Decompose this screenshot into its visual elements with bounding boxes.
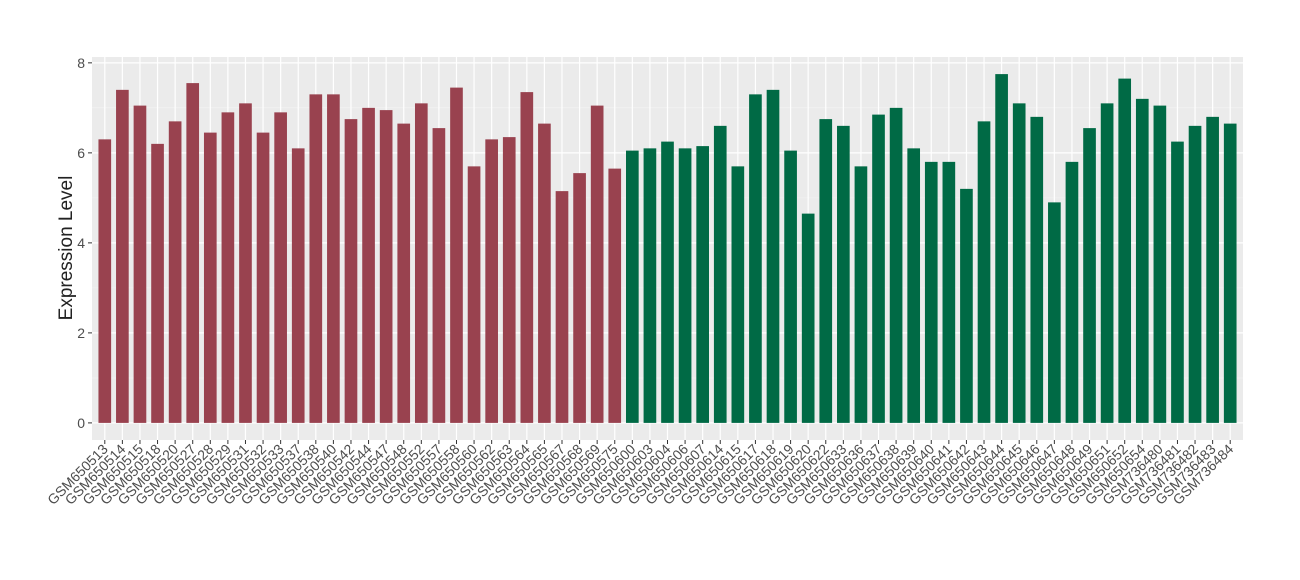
bar <box>274 112 287 423</box>
bar <box>766 89 780 423</box>
bar <box>1083 128 1096 423</box>
bar <box>977 121 991 423</box>
bar <box>819 119 833 423</box>
bar <box>1171 141 1184 423</box>
bar <box>626 150 639 423</box>
bar <box>784 150 797 423</box>
bar <box>502 137 516 423</box>
bar <box>995 74 1008 423</box>
y-tick-label: 0 <box>77 415 85 431</box>
bar <box>538 123 551 423</box>
bar <box>116 89 129 423</box>
y-tick-label: 6 <box>77 145 85 161</box>
y-tick-label: 8 <box>77 55 85 71</box>
bar <box>327 94 340 423</box>
bar <box>397 123 411 423</box>
y-axis-title: Expression Level <box>56 176 77 321</box>
bar <box>291 148 305 423</box>
axes: 02468GSM650513GSM650514GSM650515GSM65051… <box>44 55 1236 508</box>
bar <box>133 105 147 423</box>
bar <box>837 125 850 423</box>
bar <box>362 107 375 423</box>
bar <box>889 107 903 423</box>
bar <box>590 105 604 423</box>
bar <box>696 146 709 423</box>
bar <box>801 213 815 423</box>
y-tick-label: 4 <box>77 235 85 251</box>
bar <box>1206 116 1219 423</box>
bar <box>1065 161 1079 423</box>
bar <box>168 121 182 423</box>
bar <box>309 94 323 423</box>
bar <box>713 125 727 423</box>
bar <box>467 166 481 423</box>
bar <box>239 103 252 423</box>
bar <box>186 83 200 423</box>
bar <box>678 148 692 423</box>
bar <box>1188 125 1202 423</box>
y-tick-label: 2 <box>77 325 85 341</box>
bar <box>520 92 534 423</box>
bar <box>379 110 393 423</box>
bars <box>98 74 1237 423</box>
bar <box>942 161 956 423</box>
bar <box>1135 98 1149 423</box>
bar <box>661 141 674 423</box>
bar <box>907 148 921 423</box>
bar <box>450 87 463 423</box>
bar <box>98 139 112 423</box>
bar <box>643 148 657 423</box>
bar <box>1012 103 1026 423</box>
bar <box>344 119 358 423</box>
bar <box>573 173 586 423</box>
bar <box>203 132 217 423</box>
bar <box>1223 123 1237 423</box>
bar <box>432 128 446 423</box>
bar <box>1030 116 1044 423</box>
bar <box>555 191 569 423</box>
bar <box>256 132 270 423</box>
bar <box>1048 202 1061 423</box>
bar <box>414 103 428 423</box>
bar <box>749 94 762 423</box>
bar <box>1100 103 1114 423</box>
bar <box>1153 105 1167 423</box>
bar <box>1118 78 1132 423</box>
bar <box>854 166 868 423</box>
bar <box>924 161 938 423</box>
bar <box>608 168 622 423</box>
bar <box>485 139 498 423</box>
bar <box>731 166 745 423</box>
bar <box>960 188 973 423</box>
bar <box>221 112 235 423</box>
bar <box>151 143 164 423</box>
bar <box>872 114 885 423</box>
